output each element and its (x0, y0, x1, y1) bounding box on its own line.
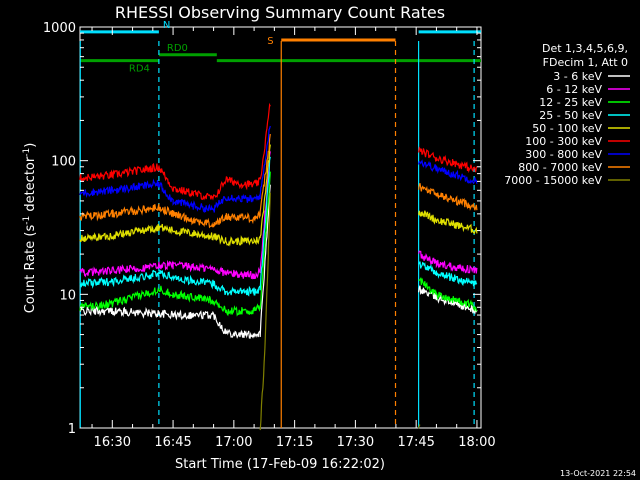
y-tick-label: 1 (68, 422, 76, 437)
interval-label-s: S (267, 36, 273, 47)
vertical-markers (79, 41, 475, 428)
series-line-800-7000-kev (79, 134, 478, 229)
y-label-sup-2: -1 (22, 148, 32, 157)
y-axis-ticks: 1 10 100 1000 (43, 21, 481, 437)
legend-item-25-50-kev: 25 - 50 keV (539, 109, 602, 122)
x-tick-label: 17:45 (397, 435, 434, 450)
x-tick-label: 17:00 (215, 435, 252, 450)
legend-header-2: FDecim 1, Att 0 (543, 56, 628, 69)
interval-label-rd0: RD0 (167, 43, 188, 54)
series-lines (79, 102, 478, 431)
legend-item-3-6-kev: 3 - 6 keV (553, 70, 602, 83)
x-tick-label: 16:45 (154, 435, 191, 450)
legend-item-100-300-kev: 100 - 300 keV (525, 135, 602, 148)
series-line-100-300-kev (79, 102, 478, 201)
series-line-50-100-kev (79, 144, 478, 247)
series-line-300-800-kev (79, 125, 478, 214)
x-tick-label: 17:30 (337, 435, 374, 450)
series-line-25-50-kev (79, 156, 478, 297)
legend-header-1: Det 1,3,4,5,6,9, (542, 42, 628, 55)
series-line-12-25-kev (79, 171, 478, 317)
interval-label-n: N (163, 20, 170, 31)
y-label-sup-1: -1 (22, 216, 32, 225)
legend-item-7000-15000-kev: 7000 - 15000 keV (504, 174, 602, 187)
legend-item-300-800-kev: 300 - 800 keV (525, 148, 602, 161)
legend-item-12-25-kev: 12 - 25 keV (539, 96, 602, 109)
observing-intervals: N RD0 RD4 S (80, 20, 481, 75)
y-label-main: Count Rate (s (23, 225, 38, 314)
x-tick-label: 17:15 (276, 435, 313, 450)
x-tick-label: 16:30 (94, 435, 131, 450)
series-line-6-12-kev (79, 151, 478, 280)
y-axis-label: Count Rate (s-1 detector-1) (22, 143, 38, 314)
legend-item-50-100-kev: 50 - 100 keV (532, 122, 602, 135)
series-line-7000-15000-kev (259, 192, 421, 431)
x-axis-label: Start Time (17-Feb-09 16:22:02) (175, 457, 385, 472)
legend-item-6-12-kev: 6 - 12 keV (546, 83, 602, 96)
chart-title: RHESSI Observing Summary Count Rates (115, 3, 445, 22)
y-label-mid: detector (23, 156, 38, 216)
y-tick-label: 10 (59, 288, 76, 303)
y-label-end: ) (23, 143, 38, 148)
x-tick-label: 18:00 (458, 435, 495, 450)
y-tick-label: 1000 (43, 21, 76, 36)
series-line-3-6-kev (79, 184, 478, 339)
interval-label-rd4: RD4 (129, 64, 150, 75)
legend-item-800-7000-kev: 800 - 7000 keV (518, 161, 602, 174)
legend: Det 1,3,4,5,6,9, FDecim 1, Att 0 3 - 6 k… (504, 42, 630, 187)
timestamp: 13-Oct-2021 22:54 (560, 469, 636, 478)
y-tick-label: 100 (51, 155, 76, 170)
x-axis-ticks: 16:30 16:45 17:00 17:15 17:30 17:45 18:00 (91, 27, 496, 450)
plot-area (79, 26, 482, 429)
